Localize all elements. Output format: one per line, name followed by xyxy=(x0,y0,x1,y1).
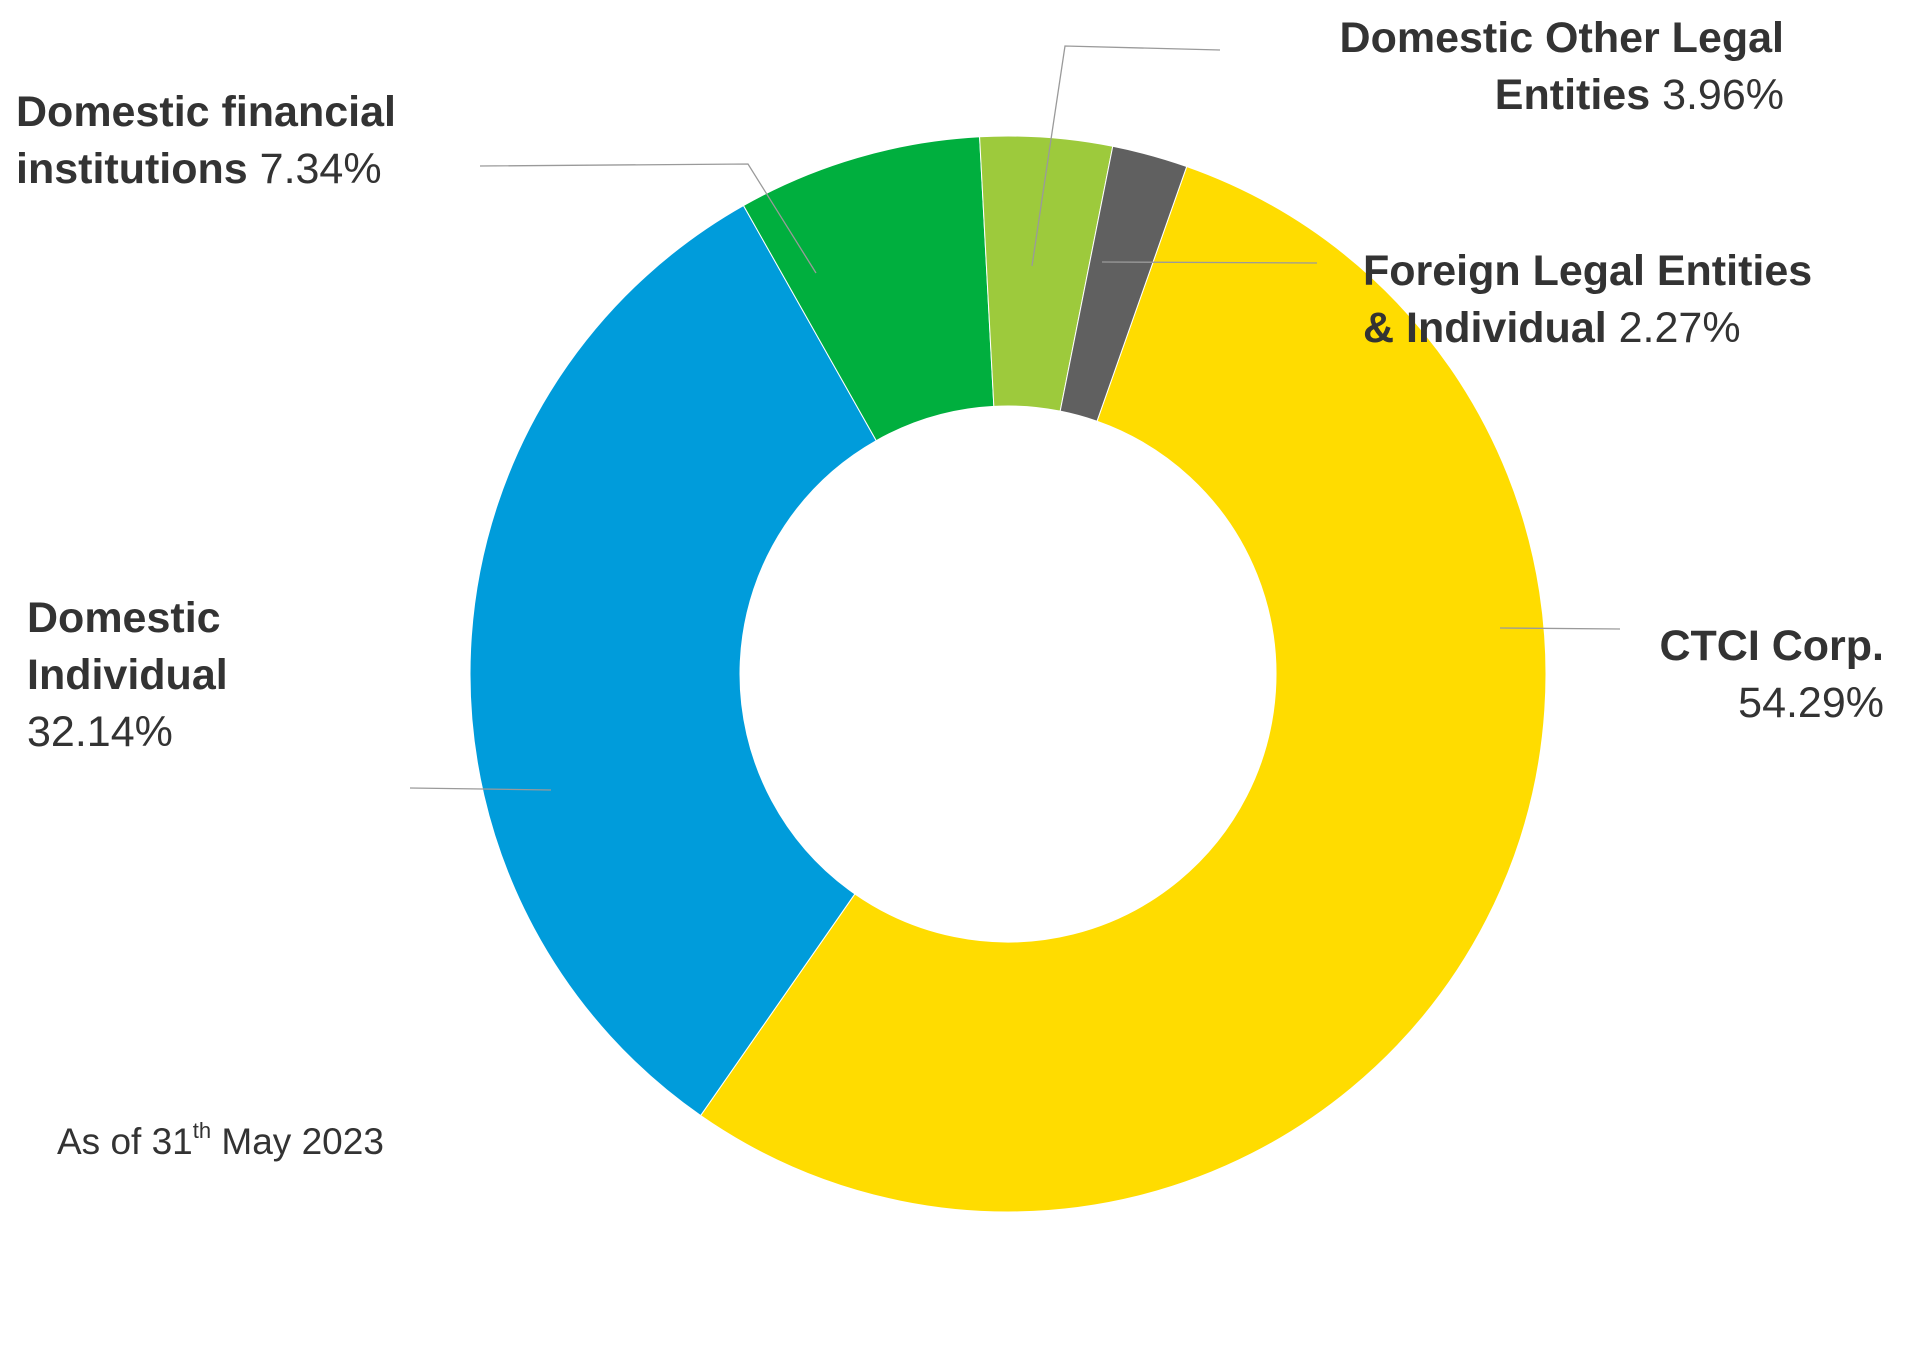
label-individual-value: 32.14% xyxy=(27,708,173,756)
label-other-line1: Domestic Other Legal xyxy=(1339,14,1784,62)
label-ctci: CTCI Corp. 54.29% xyxy=(1384,618,1884,732)
note-suffix: May 2023 xyxy=(211,1121,384,1162)
label-domestic-individual: Domestic Individual 32.14% xyxy=(27,590,387,761)
leader-foreign xyxy=(1101,261,1318,264)
label-ctci-value: 54.29% xyxy=(1738,679,1884,727)
slice-foreign xyxy=(1059,145,1188,422)
label-foreign-line2: & Individual xyxy=(1363,304,1607,352)
as-of-date-note: As of 31th May 2023 xyxy=(57,1106,384,1167)
label-foreign-line1: Foreign Legal Entities xyxy=(1363,247,1813,295)
label-ctci-name: CTCI Corp. xyxy=(1659,622,1884,670)
note-sup: th xyxy=(192,1118,212,1143)
leader-domestic-financial xyxy=(479,163,817,274)
label-financial-value: 7.34% xyxy=(259,145,382,193)
note-prefix: As of 31 xyxy=(57,1121,193,1162)
label-domestic-financial: Domestic financial institutions 7.34% xyxy=(16,84,536,198)
slice-domestic-individual xyxy=(469,204,877,1117)
label-other-value: 3.96% xyxy=(1662,71,1784,119)
label-other-line2: Entities xyxy=(1494,71,1651,119)
label-individual-line1: Domestic xyxy=(27,594,221,642)
label-foreign: Foreign Legal Entities & Individual 2.27… xyxy=(1363,243,1903,357)
leader-domestic-other xyxy=(1031,45,1221,267)
leader-domestic-individual xyxy=(409,787,552,791)
label-financial-line1: Domestic financial xyxy=(16,88,396,136)
label-individual-line2: Individual xyxy=(27,651,228,699)
label-financial-line2: institutions xyxy=(16,145,248,193)
label-foreign-value: 2.27% xyxy=(1618,304,1741,352)
label-domestic-other: Domestic Other Legal Entities 3.96% xyxy=(1184,10,1784,124)
leader-ctci xyxy=(1499,627,1621,630)
slice-ctci xyxy=(699,165,1547,1213)
